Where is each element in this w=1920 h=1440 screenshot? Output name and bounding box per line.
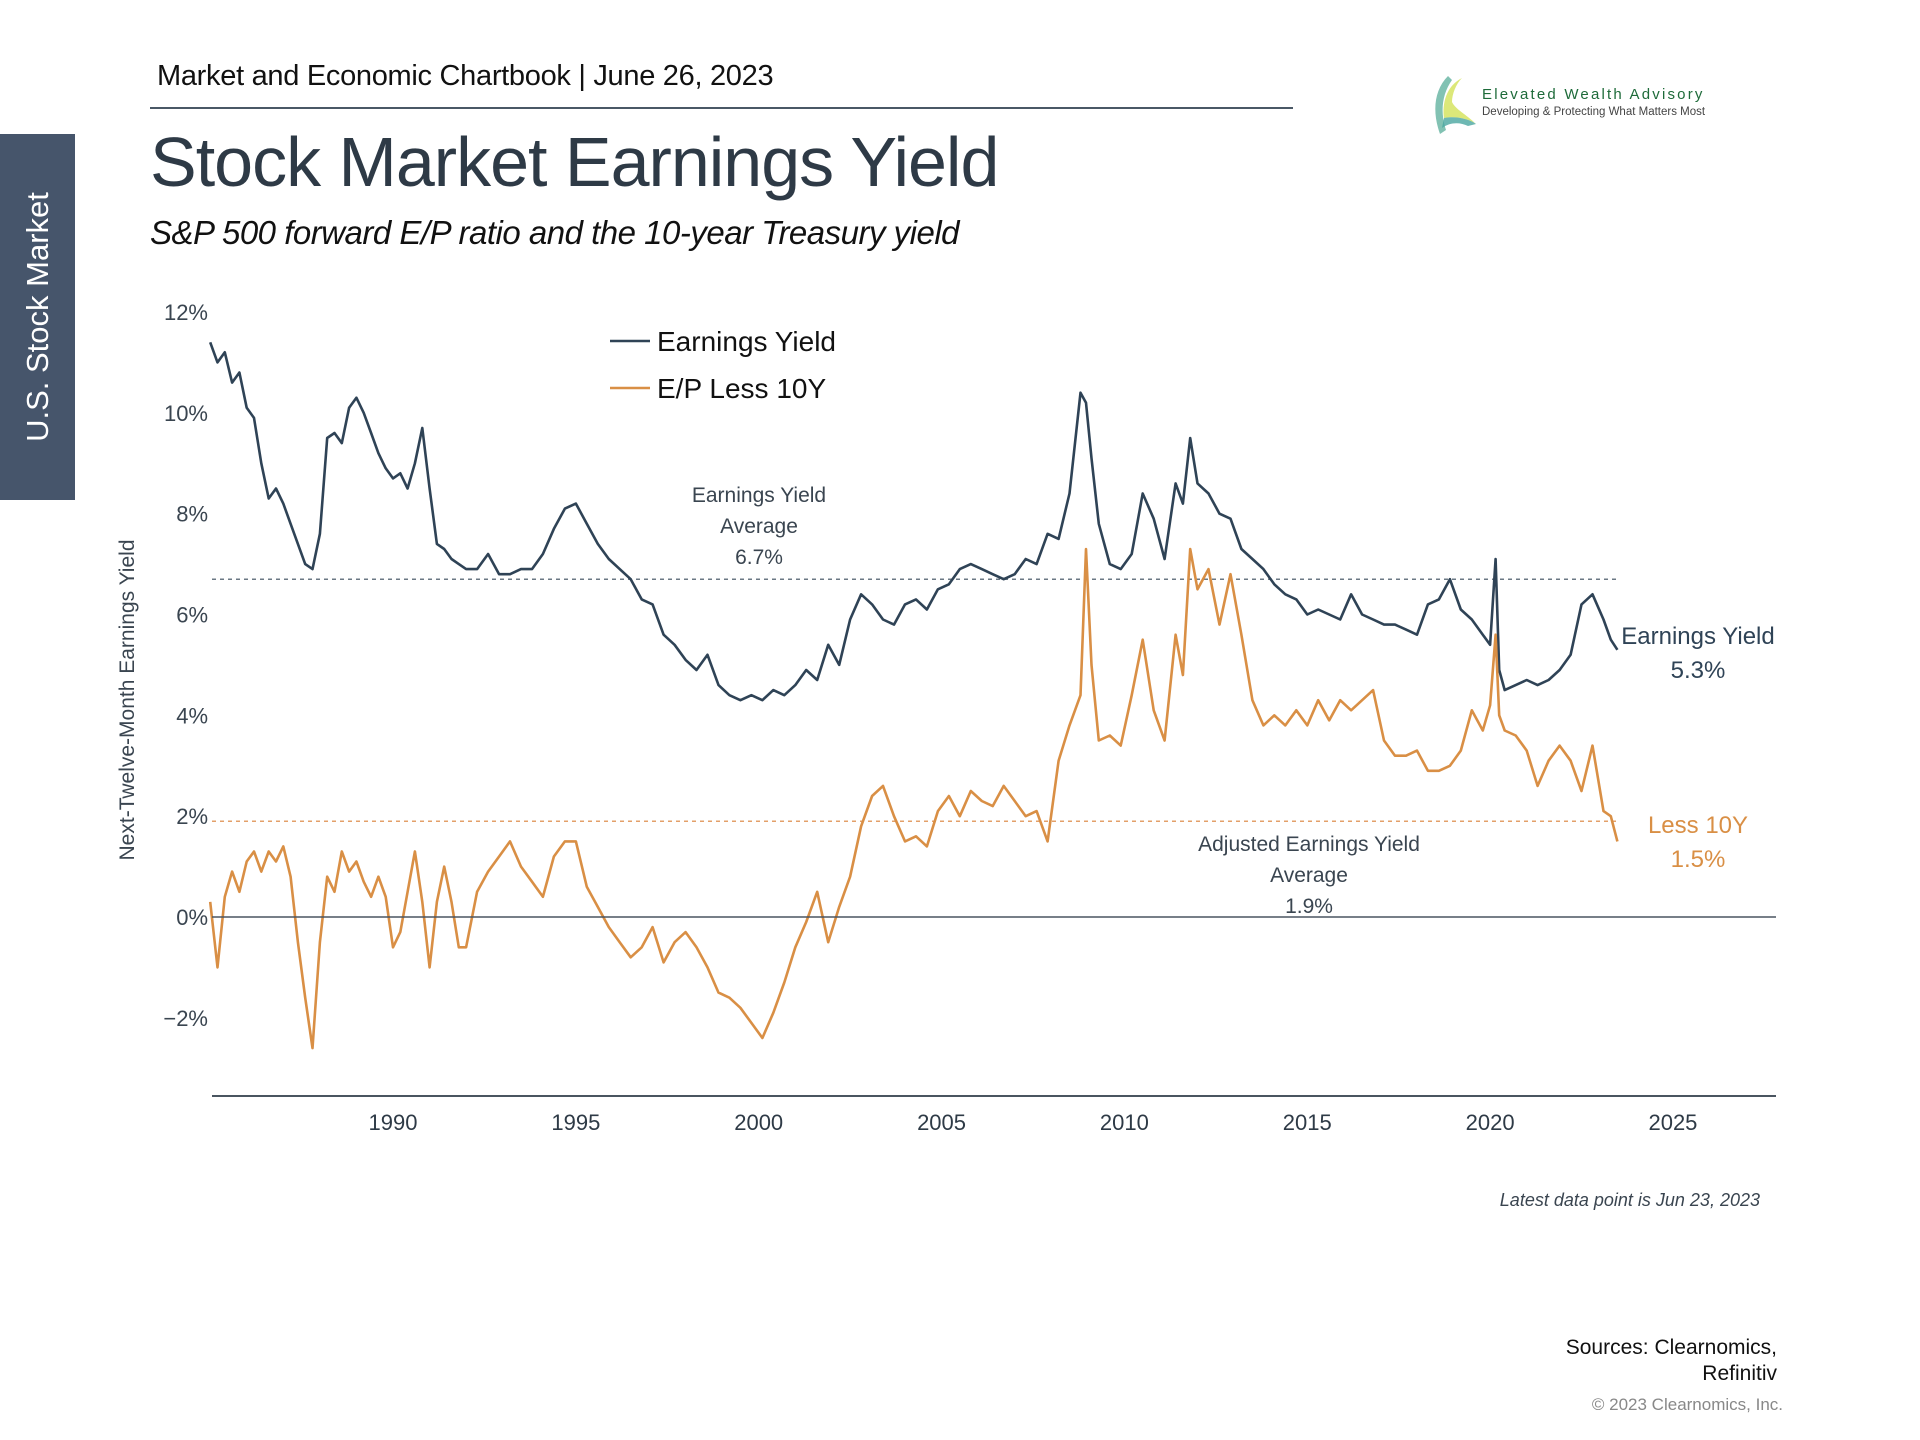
x-tick-label: 2010 bbox=[1100, 1110, 1149, 1135]
earnings-yield-average-label-line-1: Earnings Yield bbox=[692, 484, 826, 507]
end-label-earnings-yield-line-1: Earnings Yield bbox=[1621, 623, 1774, 650]
logo-mark-icon bbox=[1435, 76, 1476, 134]
earnings-yield-average-label-line-3: 6.7% bbox=[735, 546, 783, 569]
end-label-earnings-yield-line-2: 5.3% bbox=[1671, 657, 1726, 684]
end-label-less-10y-line-1: Less 10Y bbox=[1648, 812, 1748, 839]
chartbook-header: Market and Economic Chartbook | June 26,… bbox=[157, 60, 774, 92]
x-tick-label: 2000 bbox=[734, 1110, 783, 1135]
y-axis-title: Next-Twelve-Month Earnings Yield bbox=[116, 540, 139, 861]
page-title: Stock Market Earnings Yield bbox=[150, 123, 999, 201]
series-ep-less-10y bbox=[208, 547, 1619, 1050]
adjusted-yield-average-label-line-1: Adjusted Earnings Yield bbox=[1198, 833, 1420, 856]
copyright: © 2023 Clearnomics, Inc. bbox=[1591, 1395, 1783, 1414]
end-label-less-10y-line-2: 1.5% bbox=[1671, 846, 1726, 873]
y-tick-label: 4% bbox=[176, 703, 208, 728]
x-tick-label: 2005 bbox=[917, 1110, 966, 1135]
y-tick-label: −2% bbox=[163, 1006, 208, 1031]
sources-line-1: Sources: Clearnomics, bbox=[1565, 1336, 1777, 1359]
x-tick-label: 1995 bbox=[551, 1110, 600, 1135]
series-earnings-yield bbox=[208, 341, 1619, 702]
y-tick-label: 6% bbox=[176, 603, 208, 628]
earnings-yield-average-label-line-2: Average bbox=[720, 515, 798, 538]
x-tick-label: 2020 bbox=[1466, 1110, 1515, 1135]
legend-label-1: Earnings Yield bbox=[657, 326, 836, 357]
section-tab: U.S. Stock Market bbox=[0, 134, 75, 500]
y-tick-label: 12% bbox=[164, 300, 208, 325]
x-tick-label: 2025 bbox=[1648, 1110, 1697, 1135]
adjusted-yield-average-label-line-2: Average bbox=[1270, 864, 1348, 887]
page-subtitle: S&P 500 forward E/P ratio and the 10-yea… bbox=[150, 214, 960, 251]
y-tick-label: 8% bbox=[176, 502, 208, 527]
y-tick-label: 10% bbox=[164, 401, 208, 426]
adjusted-yield-average-label-line-3: 1.9% bbox=[1285, 895, 1333, 918]
y-tick-label: 0% bbox=[176, 905, 208, 930]
x-tick-label: 2015 bbox=[1283, 1110, 1332, 1135]
legend-label-2: E/P Less 10Y bbox=[657, 373, 826, 404]
logo-name: Elevated Wealth Advisory bbox=[1482, 86, 1705, 103]
y-tick-label: 2% bbox=[176, 804, 208, 829]
header-divider bbox=[150, 107, 1293, 109]
company-logo: Elevated Wealth Advisory Developing & Pr… bbox=[1420, 72, 1740, 142]
latest-data-note: Latest data point is Jun 23, 2023 bbox=[1499, 1190, 1760, 1210]
logo-tagline: Developing & Protecting What Matters Mos… bbox=[1482, 106, 1706, 118]
sources-line-2: Refinitiv bbox=[1702, 1362, 1777, 1385]
sources: Sources: Clearnomics, Refinitiv bbox=[1566, 1335, 1777, 1387]
x-tick-label: 1990 bbox=[369, 1110, 418, 1135]
